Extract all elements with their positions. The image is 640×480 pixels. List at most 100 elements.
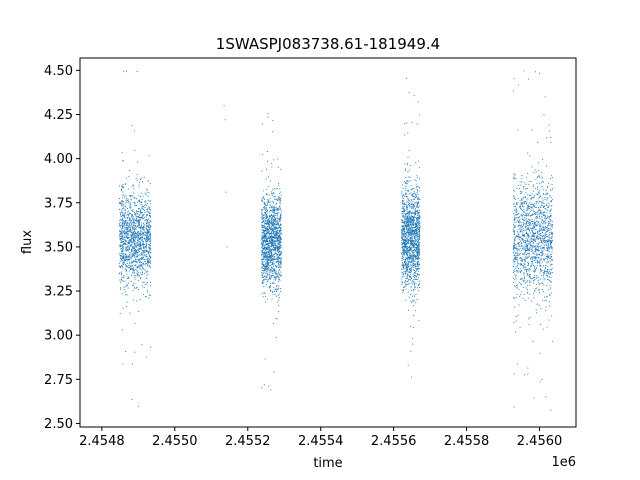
data-point-cluster-3 xyxy=(402,290,405,292)
data-point-cluster-2 xyxy=(268,227,270,229)
data-point-cluster-3 xyxy=(405,247,407,249)
data-point-cluster-2 xyxy=(273,224,275,226)
data-point-cluster-1 xyxy=(149,245,152,247)
data-point-cluster-1 xyxy=(121,293,123,295)
data-point-cluster-4 xyxy=(530,224,532,226)
data-point-cluster-3 xyxy=(403,286,405,288)
data-point-cluster-4 xyxy=(540,307,542,309)
data-point-cluster-3 xyxy=(410,286,412,288)
data-point-cluster-1 xyxy=(135,252,137,254)
data-point-cluster-1 xyxy=(139,234,141,236)
data-point-cluster-2 xyxy=(270,214,272,216)
data-point-cluster-4 xyxy=(513,205,515,207)
data-point-cluster-1 xyxy=(124,258,126,260)
data-point-cluster-3 xyxy=(415,186,417,188)
data-point-cluster-1 xyxy=(138,184,140,186)
data-point-cluster-1 xyxy=(133,130,135,132)
data-point-cluster-4 xyxy=(517,197,519,199)
data-point-cluster-2 xyxy=(265,222,267,224)
data-point-cluster-2 xyxy=(266,188,268,191)
data-point-cluster-4 xyxy=(534,236,536,238)
data-point-cluster-2 xyxy=(274,212,276,214)
data-point-cluster-3 xyxy=(409,220,411,222)
data-point-cluster-2 xyxy=(266,235,268,238)
data-point-cluster-4 xyxy=(539,263,541,265)
data-point-cluster-1 xyxy=(150,285,152,287)
data-point-cluster-3 xyxy=(407,180,409,182)
data-point-cluster-4 xyxy=(518,288,520,290)
data-point-cluster-2 xyxy=(270,271,272,273)
data-point-cluster-3 xyxy=(404,252,406,254)
data-point-cluster-2 xyxy=(268,287,270,289)
data-point-cluster-2 xyxy=(275,238,277,240)
data-point-cluster-4 xyxy=(516,246,518,248)
data-point-cluster-3 xyxy=(407,265,409,267)
data-point-cluster-4 xyxy=(531,166,533,168)
data-point-cluster-2 xyxy=(264,205,266,207)
data-point-cluster-1 xyxy=(149,257,151,259)
data-point-cluster-1 xyxy=(143,213,145,215)
data-point-cluster-2 xyxy=(274,214,276,216)
data-point-cluster-3 xyxy=(418,232,421,234)
data-point-cluster-3 xyxy=(407,225,410,227)
data-point-cluster-2 xyxy=(278,277,280,279)
data-point-cluster-4 xyxy=(542,225,544,227)
data-point-cluster-3 xyxy=(409,250,411,252)
data-point-cluster-3 xyxy=(402,267,404,269)
data-point-cluster-3 xyxy=(406,261,408,263)
data-point-cluster-2 xyxy=(270,242,272,245)
data-point-cluster-4 xyxy=(533,211,535,213)
data-point-cluster-2 xyxy=(261,199,263,201)
data-point-cluster-3 xyxy=(407,204,410,206)
data-point-cluster-2 xyxy=(269,286,271,288)
data-point-cluster-4 xyxy=(549,218,551,220)
data-point-cluster-4 xyxy=(550,287,552,289)
data-point-cluster-2 xyxy=(267,200,270,202)
data-point-cluster-2 xyxy=(273,282,275,284)
data-point-cluster-1 xyxy=(134,236,136,238)
data-point-cluster-3 xyxy=(402,201,404,203)
data-point-cluster-3 xyxy=(413,284,416,286)
data-point-cluster-1 xyxy=(131,240,133,242)
data-point-cluster-1 xyxy=(135,260,137,263)
data-point-cluster-4 xyxy=(527,252,529,254)
data-point-cluster-2 xyxy=(263,272,265,274)
data-point-cluster-4 xyxy=(541,251,543,253)
data-point-cluster-1 xyxy=(123,255,125,257)
data-point-cluster-3 xyxy=(401,278,403,280)
data-point-cluster-1 xyxy=(129,222,131,224)
data-point-cluster-1 xyxy=(122,257,125,259)
data-point-cluster-1 xyxy=(130,220,132,222)
data-point-cluster-2 xyxy=(272,202,275,204)
data-point-cluster-2 xyxy=(265,252,267,254)
data-point-cluster-4 xyxy=(530,256,532,258)
data-point-cluster-1 xyxy=(125,264,127,266)
data-point-cluster-3 xyxy=(409,277,411,279)
data-point-cluster-2 xyxy=(273,226,275,228)
data-point-cluster-3 xyxy=(410,199,412,201)
data-point-cluster-3 xyxy=(413,274,415,276)
data-point-cluster-3 xyxy=(401,262,404,264)
data-point-cluster-2 xyxy=(277,276,279,278)
data-point-cluster-3 xyxy=(416,190,419,192)
data-point-cluster-3 xyxy=(413,240,415,242)
data-point-cluster-3 xyxy=(414,208,417,210)
data-point-cluster-2 xyxy=(264,203,266,205)
data-point-cluster-1 xyxy=(132,247,134,249)
data-point-cluster-2 xyxy=(279,239,281,241)
data-point-cluster-4 xyxy=(537,221,539,223)
data-point-cluster-4 xyxy=(520,215,522,217)
data-point-cluster-1 xyxy=(130,195,132,197)
data-point-cluster-2 xyxy=(267,186,269,188)
data-point-cluster-2 xyxy=(278,251,280,253)
data-point-cluster-1 xyxy=(148,155,150,157)
data-point-cluster-1 xyxy=(142,244,144,246)
data-point-cluster-3 xyxy=(408,210,410,212)
data-point-cluster-3 xyxy=(417,185,419,187)
data-point-cluster-1 xyxy=(140,212,143,214)
data-point-cluster-2 xyxy=(278,299,280,301)
data-point-cluster-3 xyxy=(417,253,419,255)
data-point-cluster-4 xyxy=(523,262,525,264)
data-point-cluster-2 xyxy=(273,233,275,235)
data-point-cluster-2 xyxy=(269,236,271,238)
